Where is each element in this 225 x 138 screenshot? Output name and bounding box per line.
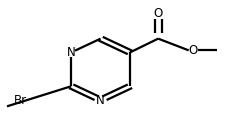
Text: N: N	[96, 94, 104, 107]
Text: O: O	[188, 44, 197, 57]
Text: N: N	[67, 46, 75, 59]
Text: O: O	[153, 7, 162, 20]
Text: Br: Br	[14, 94, 27, 107]
